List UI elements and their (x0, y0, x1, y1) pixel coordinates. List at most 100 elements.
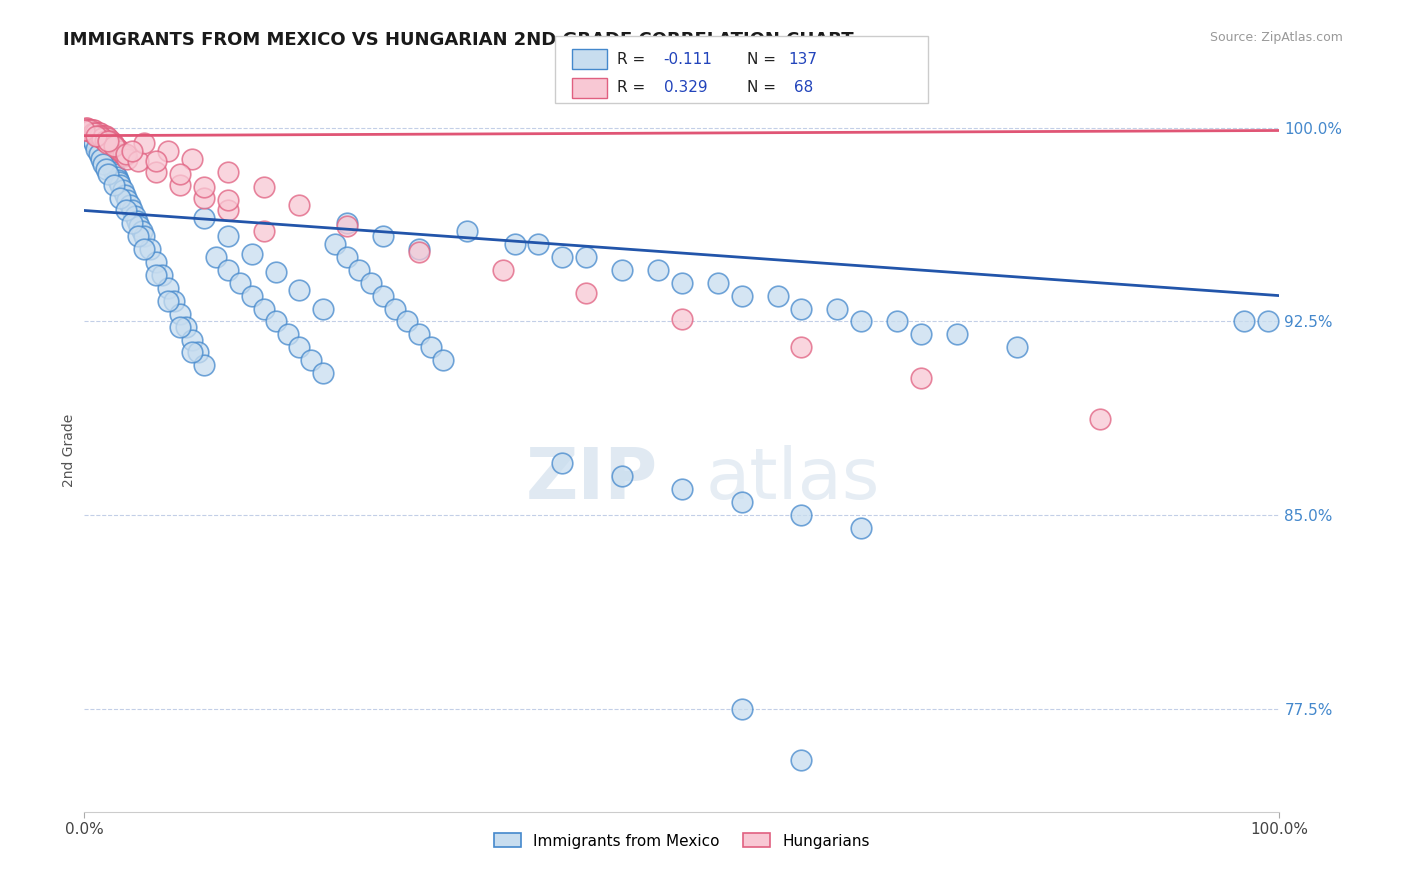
Point (1233, 314, 1256, 328)
Point (647, 262, 669, 277)
Point (118, 198, 141, 212)
Point (89, 126, 111, 140)
Point (90, 128, 112, 143)
Text: 0.329: 0.329 (664, 80, 707, 95)
Point (312, 301, 335, 316)
Point (104, 139, 127, 153)
Point (75, 123, 97, 137)
Point (82, 131, 104, 145)
Point (90, 152, 112, 166)
Legend: Immigrants from Mexico, Hungarians: Immigrants from Mexico, Hungarians (488, 828, 876, 855)
Point (93, 157, 115, 171)
Point (76, 123, 98, 137)
Point (612, 262, 634, 277)
Point (253, 301, 276, 316)
Point (121, 216, 143, 230)
Point (139, 242, 162, 256)
Point (163, 293, 186, 308)
Point (205, 250, 228, 264)
Point (851, 521, 873, 535)
Text: 68: 68 (789, 80, 813, 95)
Point (827, 301, 849, 316)
Point (83, 136, 105, 151)
Point (408, 242, 430, 256)
Point (169, 178, 191, 192)
Text: N =: N = (747, 80, 780, 95)
Point (101, 136, 124, 151)
Point (217, 262, 239, 277)
Point (492, 262, 515, 277)
Point (125, 214, 148, 228)
Text: 137: 137 (789, 52, 818, 67)
Point (1090, 412, 1112, 426)
Point (91, 144, 114, 158)
Point (111, 146, 134, 161)
Point (1257, 314, 1279, 328)
Point (181, 152, 204, 166)
Point (76, 126, 98, 140)
Point (91, 128, 114, 143)
Point (101, 162, 124, 177)
Point (612, 469, 634, 483)
Point (373, 229, 395, 244)
Text: R =: R = (617, 52, 651, 67)
Point (288, 284, 311, 298)
Point (94, 162, 117, 177)
Point (157, 281, 180, 295)
Point (75, 123, 97, 137)
Point (86, 128, 108, 143)
Point (83, 134, 105, 148)
Point (86, 136, 108, 151)
Point (86, 126, 108, 140)
Point (277, 327, 299, 342)
Point (551, 250, 574, 264)
Point (253, 224, 276, 238)
Point (86, 126, 108, 140)
Point (77, 126, 100, 140)
Point (240, 288, 263, 302)
Point (193, 180, 215, 194)
Point (110, 178, 132, 192)
Point (79, 123, 101, 137)
Point (288, 198, 311, 212)
Point (851, 314, 873, 328)
Point (98, 154, 121, 169)
Point (96, 136, 118, 151)
Point (420, 340, 443, 354)
Point (104, 167, 127, 181)
Point (97, 167, 120, 181)
Point (82, 123, 104, 137)
Point (76, 120, 98, 135)
Point (187, 345, 209, 359)
Point (121, 203, 143, 218)
Point (131, 224, 153, 238)
Point (408, 244, 430, 259)
Point (132, 242, 156, 256)
Point (336, 216, 359, 230)
Point (94, 149, 117, 163)
Point (80, 131, 103, 145)
Point (157, 293, 180, 308)
Point (169, 319, 191, 334)
Text: N =: N = (747, 52, 780, 67)
Point (145, 268, 167, 282)
Point (107, 172, 129, 186)
Point (103, 178, 125, 192)
Point (82, 126, 104, 140)
Point (169, 167, 191, 181)
Point (408, 327, 430, 342)
Point (229, 276, 252, 290)
Point (551, 456, 574, 470)
Point (80, 123, 103, 137)
Point (101, 160, 124, 174)
Text: Source: ZipAtlas.com: Source: ZipAtlas.com (1209, 31, 1343, 45)
Point (87, 126, 110, 140)
Point (105, 169, 128, 184)
Point (503, 237, 526, 252)
Point (108, 175, 131, 189)
Point (671, 276, 693, 290)
Point (86, 139, 108, 153)
Point (157, 144, 180, 158)
Point (128, 219, 150, 233)
Point (575, 250, 598, 264)
